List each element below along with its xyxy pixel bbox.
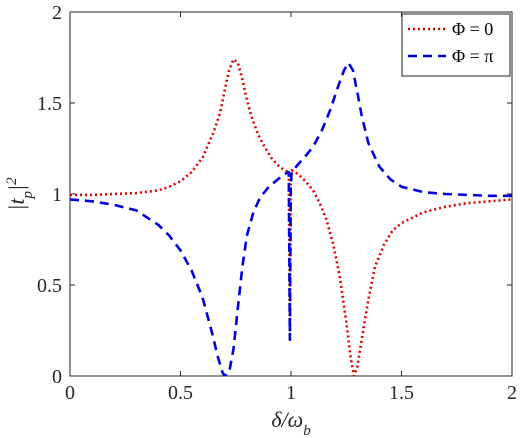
y-axis-label: |tp|2	[4, 177, 36, 211]
legend-label-2: Φ = π	[452, 46, 493, 66]
legend-box	[401, 13, 511, 77]
y-tick-label: 1	[52, 184, 62, 206]
x-tick-label: 0	[65, 382, 75, 404]
y-axis-ticks: 0 0.5 1 1.5 2	[37, 2, 512, 388]
x-axis-label: δ/ωb	[271, 407, 311, 438]
series-line-1	[70, 58, 512, 376]
x-tick-label: 1.5	[389, 382, 414, 404]
x-tick-label: 0.5	[168, 382, 193, 404]
legend-label-1: Φ = 0	[452, 19, 493, 39]
y-tick-label: 0	[52, 366, 62, 388]
x-tick-label: 2	[507, 382, 517, 404]
y-tick-label: 2	[52, 2, 62, 24]
series-line-2	[70, 61, 512, 376]
x-axis-ticks: 0 0.5 1 1.5 2	[65, 12, 517, 404]
legend: Φ = 0 Φ = π	[401, 13, 511, 77]
y-tick-label: 0.5	[37, 275, 62, 297]
y-tick-label: 1.5	[37, 93, 62, 115]
x-tick-label: 1	[286, 382, 296, 404]
series-group	[70, 58, 512, 376]
